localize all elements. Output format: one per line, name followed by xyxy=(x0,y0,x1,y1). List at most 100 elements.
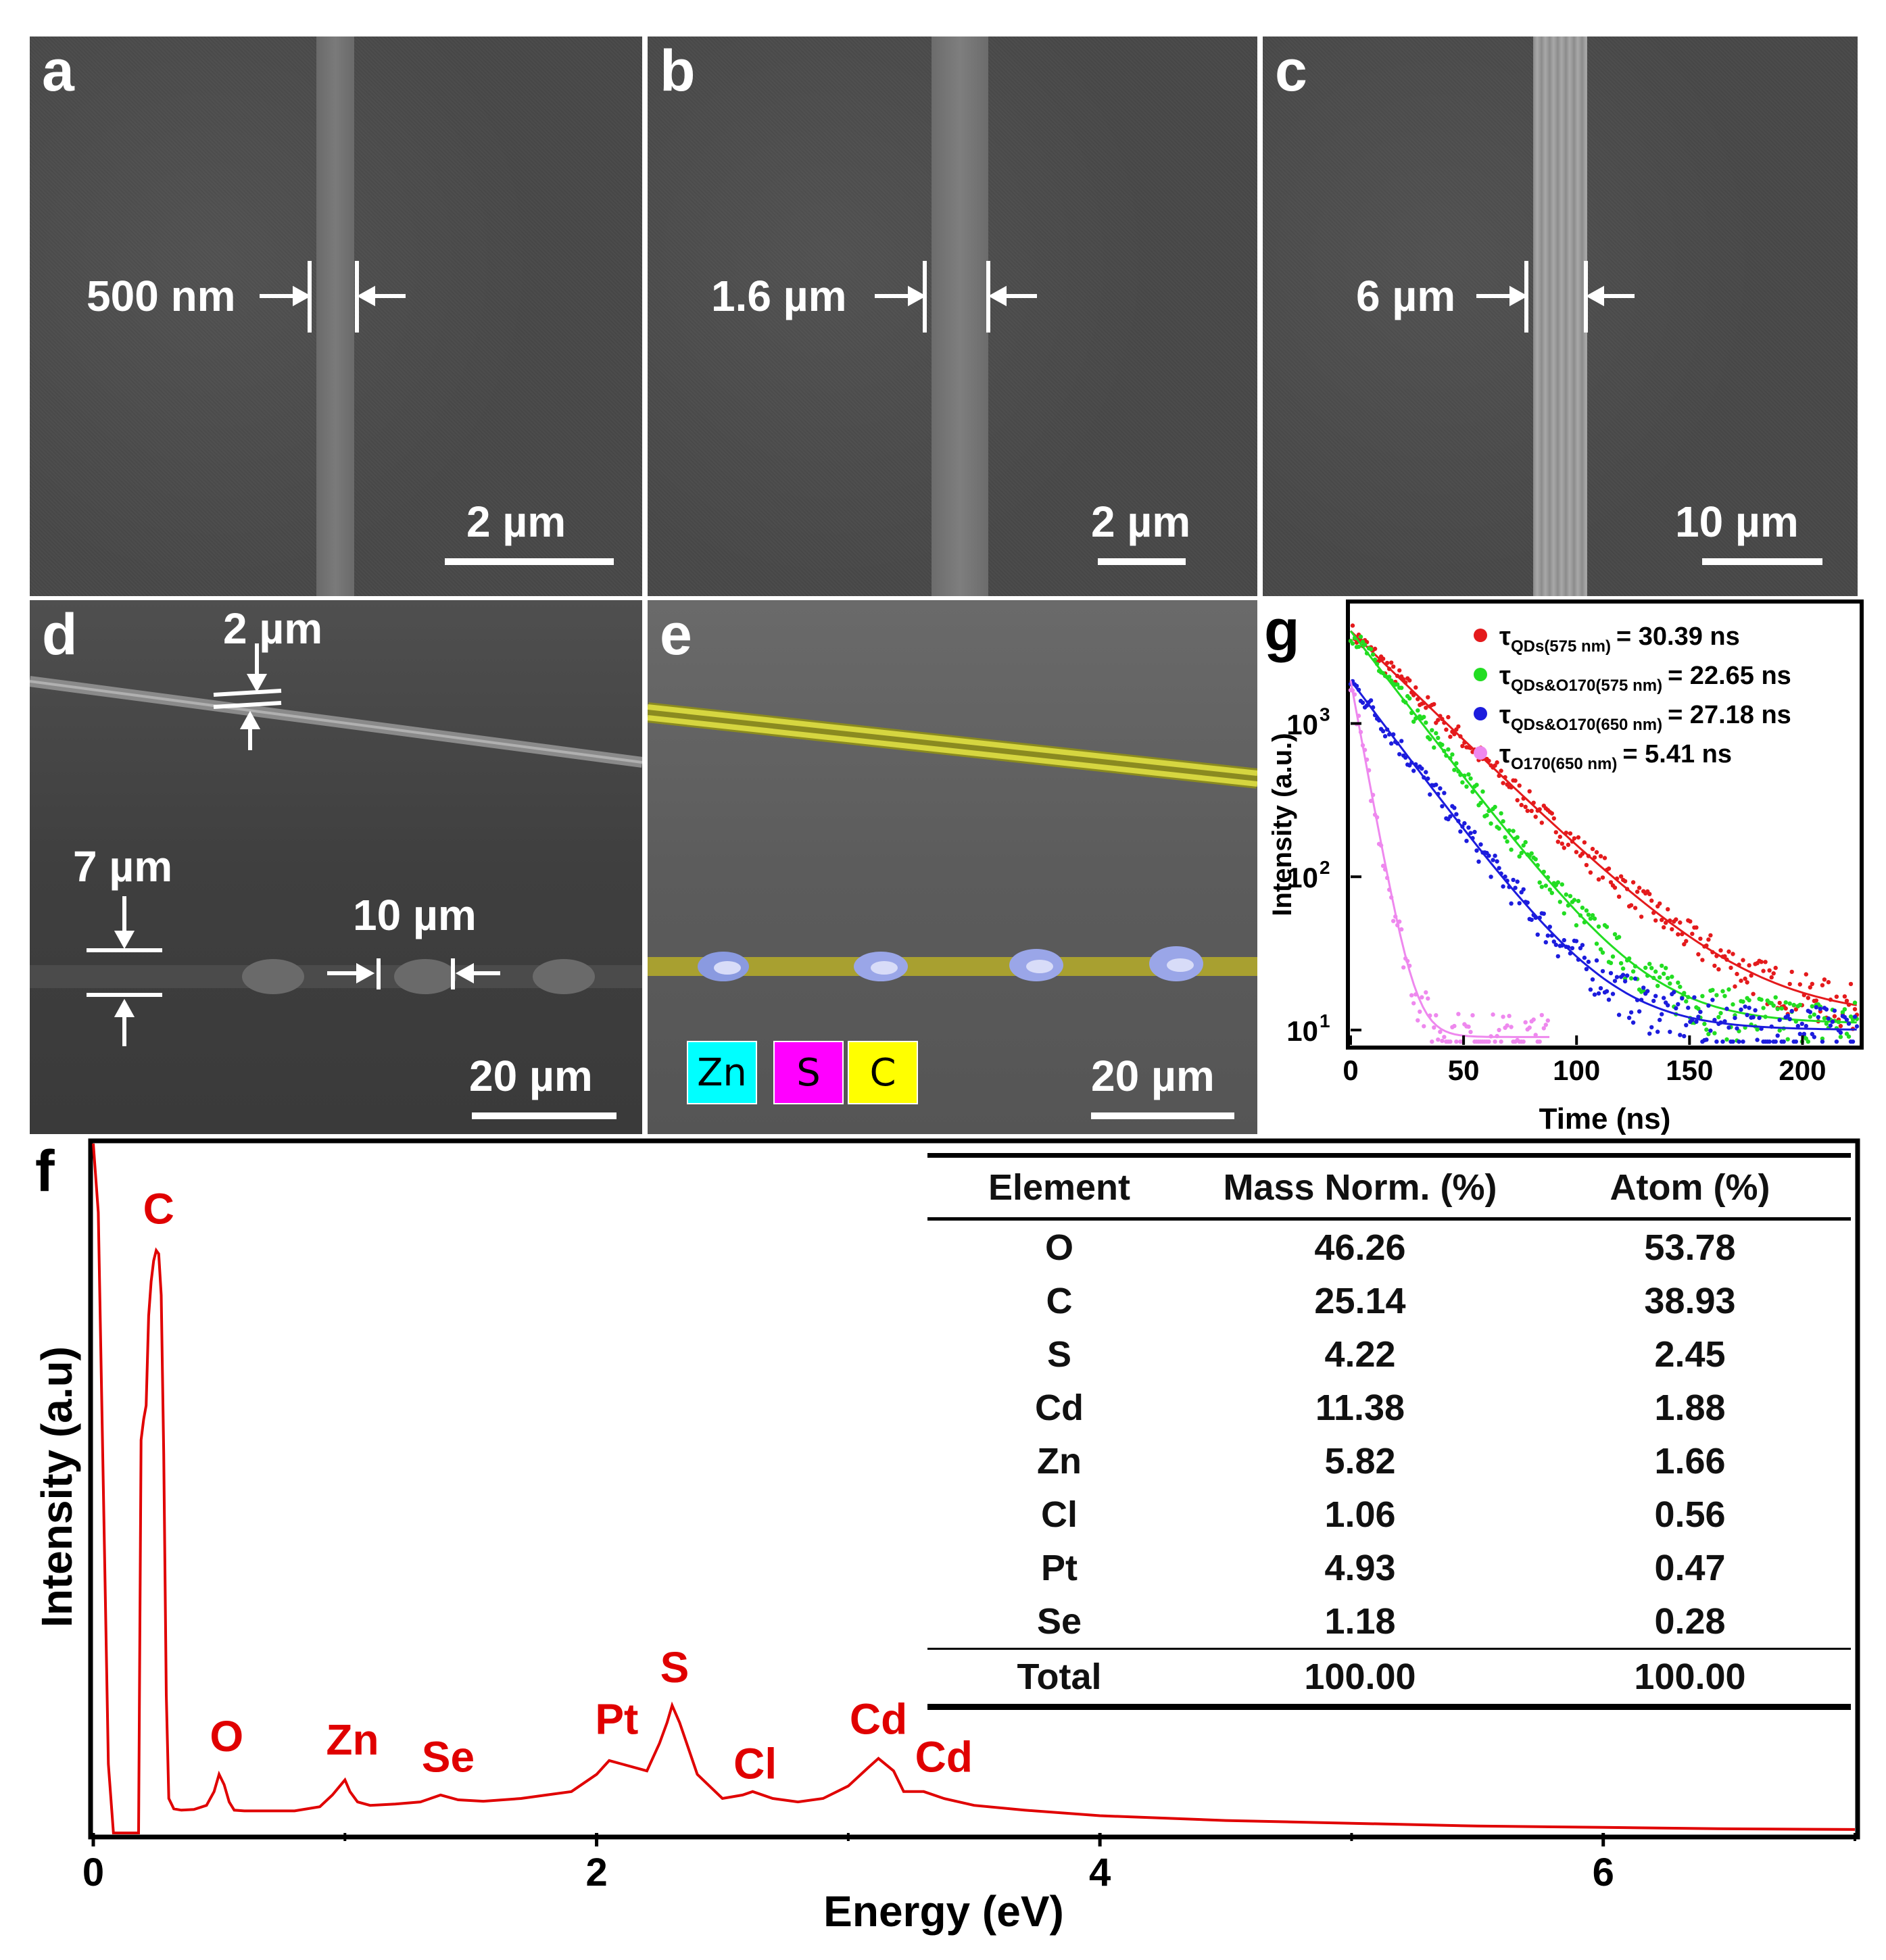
decay-point xyxy=(1676,1002,1681,1006)
table-cell-atom: 0.56 xyxy=(1654,1494,1726,1535)
decay-point xyxy=(1350,641,1355,646)
decay-point xyxy=(1505,1023,1509,1028)
decay-point xyxy=(1387,675,1392,679)
decay-point xyxy=(1660,1012,1664,1016)
decay-point xyxy=(1694,1019,1699,1024)
decay-point xyxy=(1751,1014,1756,1020)
decay-point xyxy=(1747,1006,1751,1010)
decay-point xyxy=(1513,885,1518,890)
decay-point xyxy=(1678,920,1683,925)
width-arrows-b xyxy=(875,261,1037,333)
decay-point xyxy=(1610,991,1616,996)
decay-point xyxy=(1537,880,1542,885)
scale-bar-d xyxy=(472,1112,616,1119)
decay-point xyxy=(1562,937,1566,943)
xtick-label-f: 6 xyxy=(1593,1851,1614,1894)
fiber-b xyxy=(932,36,988,596)
decay-point xyxy=(1662,971,1666,976)
decay-point xyxy=(1826,1016,1831,1021)
decay-point xyxy=(1777,1028,1782,1033)
decay-point xyxy=(1539,1012,1544,1018)
decay-point xyxy=(1808,1014,1812,1019)
decay-point xyxy=(1690,931,1695,936)
decay-point xyxy=(1499,768,1503,773)
decay-point xyxy=(1438,786,1443,791)
legend-tau: τ xyxy=(1499,622,1511,651)
decay-point xyxy=(1511,829,1516,833)
legend-s: S xyxy=(773,1041,844,1104)
decay-point xyxy=(1630,1020,1636,1025)
decay-point xyxy=(1568,831,1573,836)
decay-point xyxy=(1411,768,1416,773)
table-cell-element: Cl xyxy=(1041,1494,1078,1535)
decay-point xyxy=(1834,994,1839,999)
decay-point xyxy=(1559,882,1564,887)
decay-point xyxy=(1380,729,1386,733)
decay-point xyxy=(1503,835,1507,839)
legend-value: = 22.65 ns xyxy=(1668,662,1791,690)
decay-point xyxy=(1844,998,1849,1003)
table-body: O 46.26 53.78 C 25.14 38.93 S 4.22 2.45 Cd 11.38 1.… xyxy=(927,1221,1851,1648)
decay-point xyxy=(1606,866,1612,871)
peak-label-cd: Cd xyxy=(915,1733,973,1782)
eds-table: Element Mass Norm. (%) Atom (%) O 46.26 53… xyxy=(927,1153,1851,1710)
decay-point xyxy=(1718,1010,1723,1016)
decay-point xyxy=(1655,983,1660,988)
table-cell-atom: 1.88 xyxy=(1654,1387,1726,1428)
decay-point xyxy=(1684,999,1689,1004)
decay-point xyxy=(1739,978,1743,983)
decay-point xyxy=(1722,994,1727,998)
decay-point xyxy=(1515,798,1520,803)
decay-point xyxy=(1432,1025,1436,1030)
decay-point xyxy=(1789,1008,1794,1014)
decay-point xyxy=(1635,889,1640,894)
series-2 xyxy=(1348,679,1860,1044)
decay-point xyxy=(1706,1003,1711,1008)
decay-point xyxy=(1704,1027,1709,1032)
decay-point xyxy=(1700,958,1705,962)
decay-point xyxy=(1718,948,1723,953)
decay-point xyxy=(1771,1003,1776,1008)
decay-point xyxy=(1761,969,1766,973)
decay-point xyxy=(1480,789,1485,794)
decay-point xyxy=(1422,1024,1426,1029)
decay-point xyxy=(1541,1026,1546,1031)
decay-point xyxy=(1468,776,1473,781)
decay-point xyxy=(1580,943,1585,948)
legend-tau: τ xyxy=(1499,662,1511,690)
decay-point xyxy=(1389,741,1394,746)
decay-point xyxy=(1426,695,1430,700)
decay-point xyxy=(1515,879,1520,884)
table-cell-mass: 1.18 xyxy=(1324,1600,1396,1642)
legend-entry-g: τQDs&O170(575 nm) = 22.65 ns xyxy=(1499,662,1791,695)
decay-point xyxy=(1511,877,1516,883)
decay-point xyxy=(1484,813,1489,818)
table-cell-atom: 0.28 xyxy=(1654,1600,1726,1642)
decay-point xyxy=(1513,778,1518,783)
decay-point xyxy=(1698,1010,1703,1014)
decay-point xyxy=(1416,708,1420,713)
decay-point xyxy=(1604,925,1610,929)
decay-point xyxy=(1759,997,1764,1002)
decay-point xyxy=(1380,863,1386,868)
decay-point xyxy=(1808,1010,1812,1014)
fit-curve xyxy=(1349,679,1857,1031)
decay-point xyxy=(1399,685,1404,690)
decay-point xyxy=(1495,859,1499,864)
decay-point xyxy=(1356,644,1361,650)
decay-point xyxy=(1716,1014,1721,1020)
decay-point xyxy=(1456,1012,1461,1016)
decay-point xyxy=(1726,987,1731,992)
decay-point xyxy=(1574,923,1579,928)
decay-point xyxy=(1637,1009,1642,1014)
decay-point xyxy=(1700,994,1705,998)
decay-point xyxy=(1804,972,1808,977)
decay-point xyxy=(1848,1014,1854,1019)
decay-point xyxy=(1436,735,1441,740)
decay-point xyxy=(1557,834,1562,839)
decay-point xyxy=(1460,780,1465,785)
decay-point xyxy=(1370,652,1376,657)
decay-point xyxy=(1434,1013,1438,1018)
decay-point xyxy=(1362,642,1368,647)
decay-point xyxy=(1735,971,1739,977)
